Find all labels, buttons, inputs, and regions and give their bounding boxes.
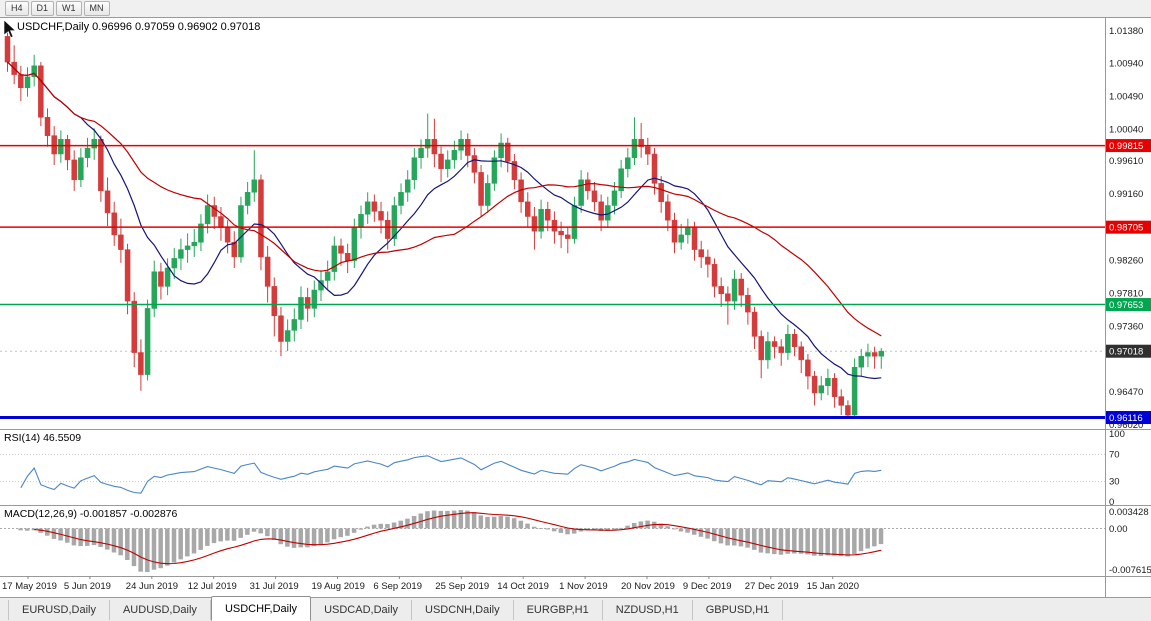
svg-text:17 May 2019: 17 May 2019	[2, 581, 57, 592]
svg-text:0.97810: 0.97810	[1109, 288, 1143, 299]
timeframe-button-d1[interactable]: D1	[30, 1, 55, 16]
chart-tab-eurusd-daily[interactable]: EURUSD,Daily	[8, 599, 110, 620]
svg-text:30: 30	[1109, 477, 1120, 488]
timeframe-button-h4[interactable]: H4	[5, 1, 29, 16]
timeframe-toolbar: H4 D1 W1 MN	[0, 0, 1151, 18]
svg-text:0.003428: 0.003428	[1109, 507, 1149, 518]
svg-text:15 Jan 2020: 15 Jan 2020	[807, 581, 859, 592]
svg-text:1.00040: 1.00040	[1109, 125, 1143, 136]
svg-text:0.00: 0.00	[1109, 524, 1128, 535]
svg-text:0.98260: 0.98260	[1109, 255, 1143, 266]
svg-text:0.99160: 0.99160	[1109, 189, 1143, 200]
date-axis-labels: 17 May 2019 5 Jun 2019 24 Jun 2019 12 Jul 2…	[2, 576, 859, 592]
svg-text:12 Jul 2019: 12 Jul 2019	[188, 581, 237, 592]
ma-slow-line	[7, 61, 882, 337]
timeframe-button-w1[interactable]: W1	[56, 1, 82, 16]
chart-tab-usdcad-daily[interactable]: USDCAD,Daily	[311, 599, 413, 620]
svg-text:6 Sep 2019: 6 Sep 2019	[373, 581, 422, 592]
main-price-panel[interactable]	[0, 30, 1105, 420]
chart-tab-usdcnh-daily[interactable]: USDCNH,Daily	[412, 599, 514, 620]
price-badges: 0.99815 0.98705 0.97653 0.96116 0.97018	[1106, 139, 1151, 425]
current-price-badge	[1106, 344, 1151, 358]
svg-text:0.97653: 0.97653	[1109, 300, 1143, 311]
svg-text:20 Nov 2019: 20 Nov 2019	[621, 581, 675, 592]
svg-text:0.99815: 0.99815	[1109, 141, 1143, 152]
svg-text:25 Sep 2019: 25 Sep 2019	[435, 581, 489, 592]
svg-text:1 Nov 2019: 1 Nov 2019	[559, 581, 608, 592]
svg-text:14 Oct 2019: 14 Oct 2019	[497, 581, 549, 592]
svg-text:0.99610: 0.99610	[1109, 156, 1143, 167]
macd-signal-line	[34, 512, 882, 565]
svg-text:0.97360: 0.97360	[1109, 322, 1143, 333]
svg-text:0.96116: 0.96116	[1109, 413, 1143, 424]
chart-tab-bar: EURUSD,Daily AUDUSD,Daily USDCHF,Daily USDC…	[0, 596, 1151, 621]
candlestick-series	[4, 30, 885, 418]
svg-text:9 Dec 2019: 9 Dec 2019	[683, 581, 732, 592]
chart-canvas[interactable]: 1.01380 1.00940 1.00490 1.00040 0.99610 0.991…	[0, 18, 1151, 597]
svg-text:31 Jul 2019: 31 Jul 2019	[250, 581, 299, 592]
chart-tab-gbpusd-h1[interactable]: GBPUSD,H1	[693, 599, 784, 620]
macd-histogram	[18, 510, 884, 572]
svg-text:0.97018: 0.97018	[1109, 347, 1143, 358]
svg-text:70: 70	[1109, 449, 1120, 460]
svg-text:1.00940: 1.00940	[1109, 58, 1143, 69]
chart-tab-audusd-daily[interactable]: AUDUSD,Daily	[110, 599, 211, 620]
svg-text:24 Jun 2019: 24 Jun 2019	[126, 581, 178, 592]
chart-tab-usdchf-daily[interactable]: USDCHF,Daily	[210, 596, 312, 621]
price-axis-labels: 1.01380 1.00940 1.00490 1.00040 0.99610 0.991…	[1109, 26, 1143, 431]
svg-text:1.01380: 1.01380	[1109, 26, 1143, 37]
svg-text:1.00490: 1.00490	[1109, 91, 1143, 102]
svg-text:0.96020: 0.96020	[1109, 420, 1143, 431]
svg-text:19 Aug 2019: 19 Aug 2019	[312, 581, 365, 592]
svg-text:0: 0	[1109, 497, 1114, 508]
chart-tab-nzdusd-h1[interactable]: NZDUSD,H1	[603, 599, 693, 620]
ma-fast-line	[7, 61, 882, 380]
svg-text:0.96470: 0.96470	[1109, 387, 1143, 398]
timeframe-button-mn[interactable]: MN	[83, 1, 110, 16]
rsi-line	[20, 455, 882, 494]
chart-tab-eurgbp-h1[interactable]: EURGBP,H1	[514, 599, 603, 620]
chart-background	[0, 18, 1151, 597]
svg-text:0.98705: 0.98705	[1109, 223, 1143, 234]
svg-text:-0.007615: -0.007615	[1109, 565, 1151, 576]
svg-text:5 Jun 2019: 5 Jun 2019	[64, 581, 111, 592]
cursor-arrow	[3, 19, 17, 39]
svg-text:27 Dec 2019: 27 Dec 2019	[745, 581, 799, 592]
svg-text:100: 100	[1109, 429, 1125, 440]
